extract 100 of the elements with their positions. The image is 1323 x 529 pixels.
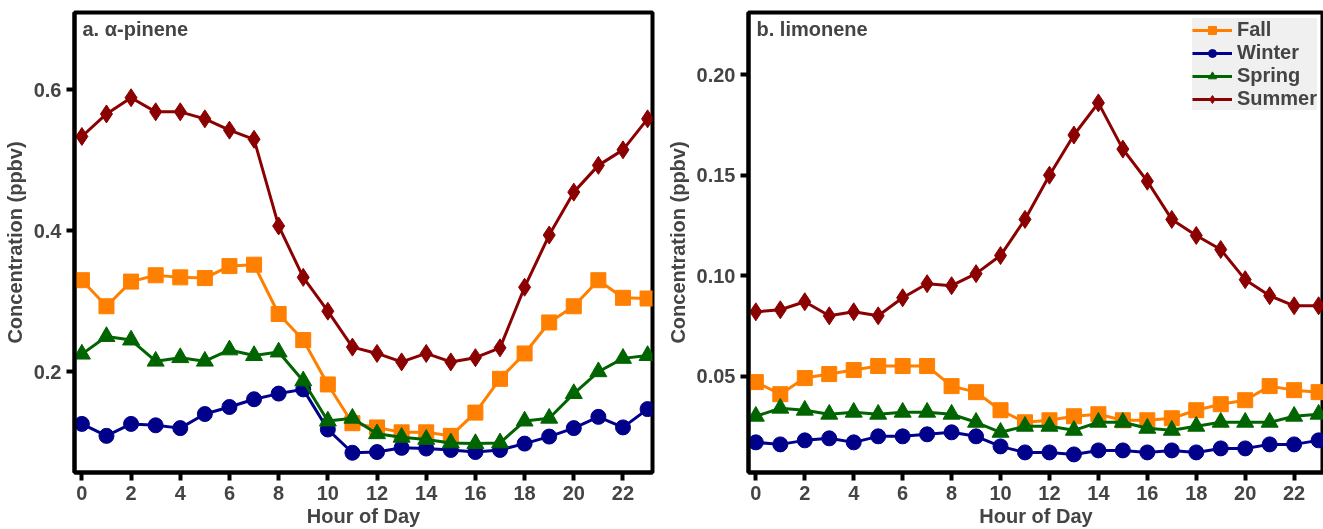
point	[1263, 286, 1277, 306]
point	[943, 424, 960, 441]
point	[896, 288, 910, 308]
point	[945, 276, 959, 296]
point	[493, 338, 507, 358]
point	[124, 88, 138, 108]
x-tick-label: 18	[513, 481, 536, 504]
point	[369, 444, 386, 461]
point	[894, 358, 911, 375]
x-tick-label: 6	[897, 481, 909, 504]
point	[1287, 296, 1301, 316]
point	[591, 155, 605, 175]
point	[518, 277, 532, 297]
chart-title: b. limonene	[756, 17, 868, 40]
point	[1214, 240, 1228, 260]
point	[796, 370, 813, 387]
point	[1261, 436, 1278, 453]
y-tick-label: 0.6	[33, 78, 62, 101]
point	[772, 386, 789, 403]
point	[147, 267, 164, 284]
point	[772, 436, 789, 453]
x-tick-label: 20	[1234, 481, 1257, 504]
point	[246, 256, 263, 273]
point	[1140, 171, 1154, 191]
x-tick-label: 16	[464, 481, 487, 504]
point	[614, 419, 631, 436]
point	[98, 427, 115, 444]
point	[1139, 444, 1156, 461]
point	[149, 102, 163, 122]
y-tick-label: 0.15	[696, 164, 736, 187]
legend-label: Winter	[1236, 41, 1300, 64]
point	[541, 314, 558, 331]
point	[419, 343, 433, 363]
y-tick-label: 0.2	[33, 360, 62, 383]
legend-label: Spring	[1236, 64, 1301, 87]
point	[344, 444, 361, 461]
point	[992, 438, 1009, 455]
point	[173, 102, 187, 122]
point	[870, 358, 887, 375]
point	[98, 298, 115, 315]
x-tick-label: 18	[1185, 481, 1208, 504]
point	[370, 343, 384, 363]
point	[1165, 209, 1179, 229]
point	[516, 345, 533, 362]
point	[295, 332, 312, 349]
point	[222, 120, 236, 140]
point	[1261, 378, 1278, 395]
legend-label: Summer	[1236, 87, 1317, 110]
point	[542, 225, 556, 245]
x-tick-label: 8	[273, 481, 285, 504]
point	[994, 246, 1008, 266]
point	[1090, 442, 1107, 459]
point	[1189, 225, 1203, 245]
point	[847, 302, 861, 322]
point	[567, 182, 581, 202]
point	[172, 269, 189, 286]
point	[1065, 446, 1082, 463]
point	[968, 384, 985, 401]
y-tick-label: 0.05	[696, 365, 736, 388]
x-tick-label: 8	[946, 481, 958, 504]
point	[919, 426, 936, 443]
y-tick-label: 0.4	[33, 219, 63, 242]
point	[1212, 396, 1229, 413]
x-axis-title: Hour of Day	[306, 504, 422, 527]
y-axis-title: Concentration (ppbv)	[666, 141, 689, 344]
point	[270, 385, 287, 402]
point	[919, 358, 936, 375]
y-tick-label: 0.20	[696, 63, 736, 86]
point	[247, 129, 261, 149]
point	[748, 434, 764, 451]
point	[75, 126, 89, 146]
point	[1091, 93, 1105, 113]
point	[1163, 442, 1180, 459]
point	[1042, 165, 1056, 185]
point	[99, 104, 113, 124]
point	[870, 428, 887, 445]
point	[444, 352, 458, 372]
point	[395, 352, 409, 372]
x-axis-title: Hour of Day	[979, 504, 1094, 527]
point	[871, 306, 885, 326]
point	[172, 420, 189, 437]
point	[798, 292, 812, 312]
point	[321, 301, 335, 321]
point	[565, 420, 582, 437]
chart-title: a. α-pinene	[82, 17, 189, 40]
point	[516, 435, 533, 452]
point	[246, 391, 263, 408]
x-tick-label: 0	[76, 481, 88, 504]
point	[221, 258, 238, 275]
x-tick-label: 22	[611, 481, 635, 504]
point	[1065, 408, 1082, 425]
point	[196, 270, 213, 287]
x-tick-label: 0	[750, 481, 762, 504]
x-tick-label: 12	[1038, 481, 1061, 504]
point	[196, 406, 213, 423]
point	[845, 362, 862, 379]
point	[1286, 436, 1303, 453]
point	[1188, 402, 1205, 419]
legend-label: Fall	[1236, 18, 1272, 41]
x-tick-label: 14	[415, 481, 439, 504]
